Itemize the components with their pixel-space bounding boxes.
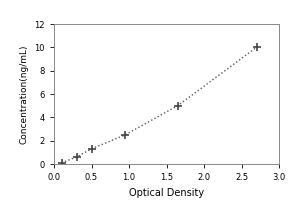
X-axis label: Optical Density: Optical Density bbox=[129, 188, 204, 198]
Y-axis label: Concentration(ng/mL): Concentration(ng/mL) bbox=[20, 44, 29, 144]
